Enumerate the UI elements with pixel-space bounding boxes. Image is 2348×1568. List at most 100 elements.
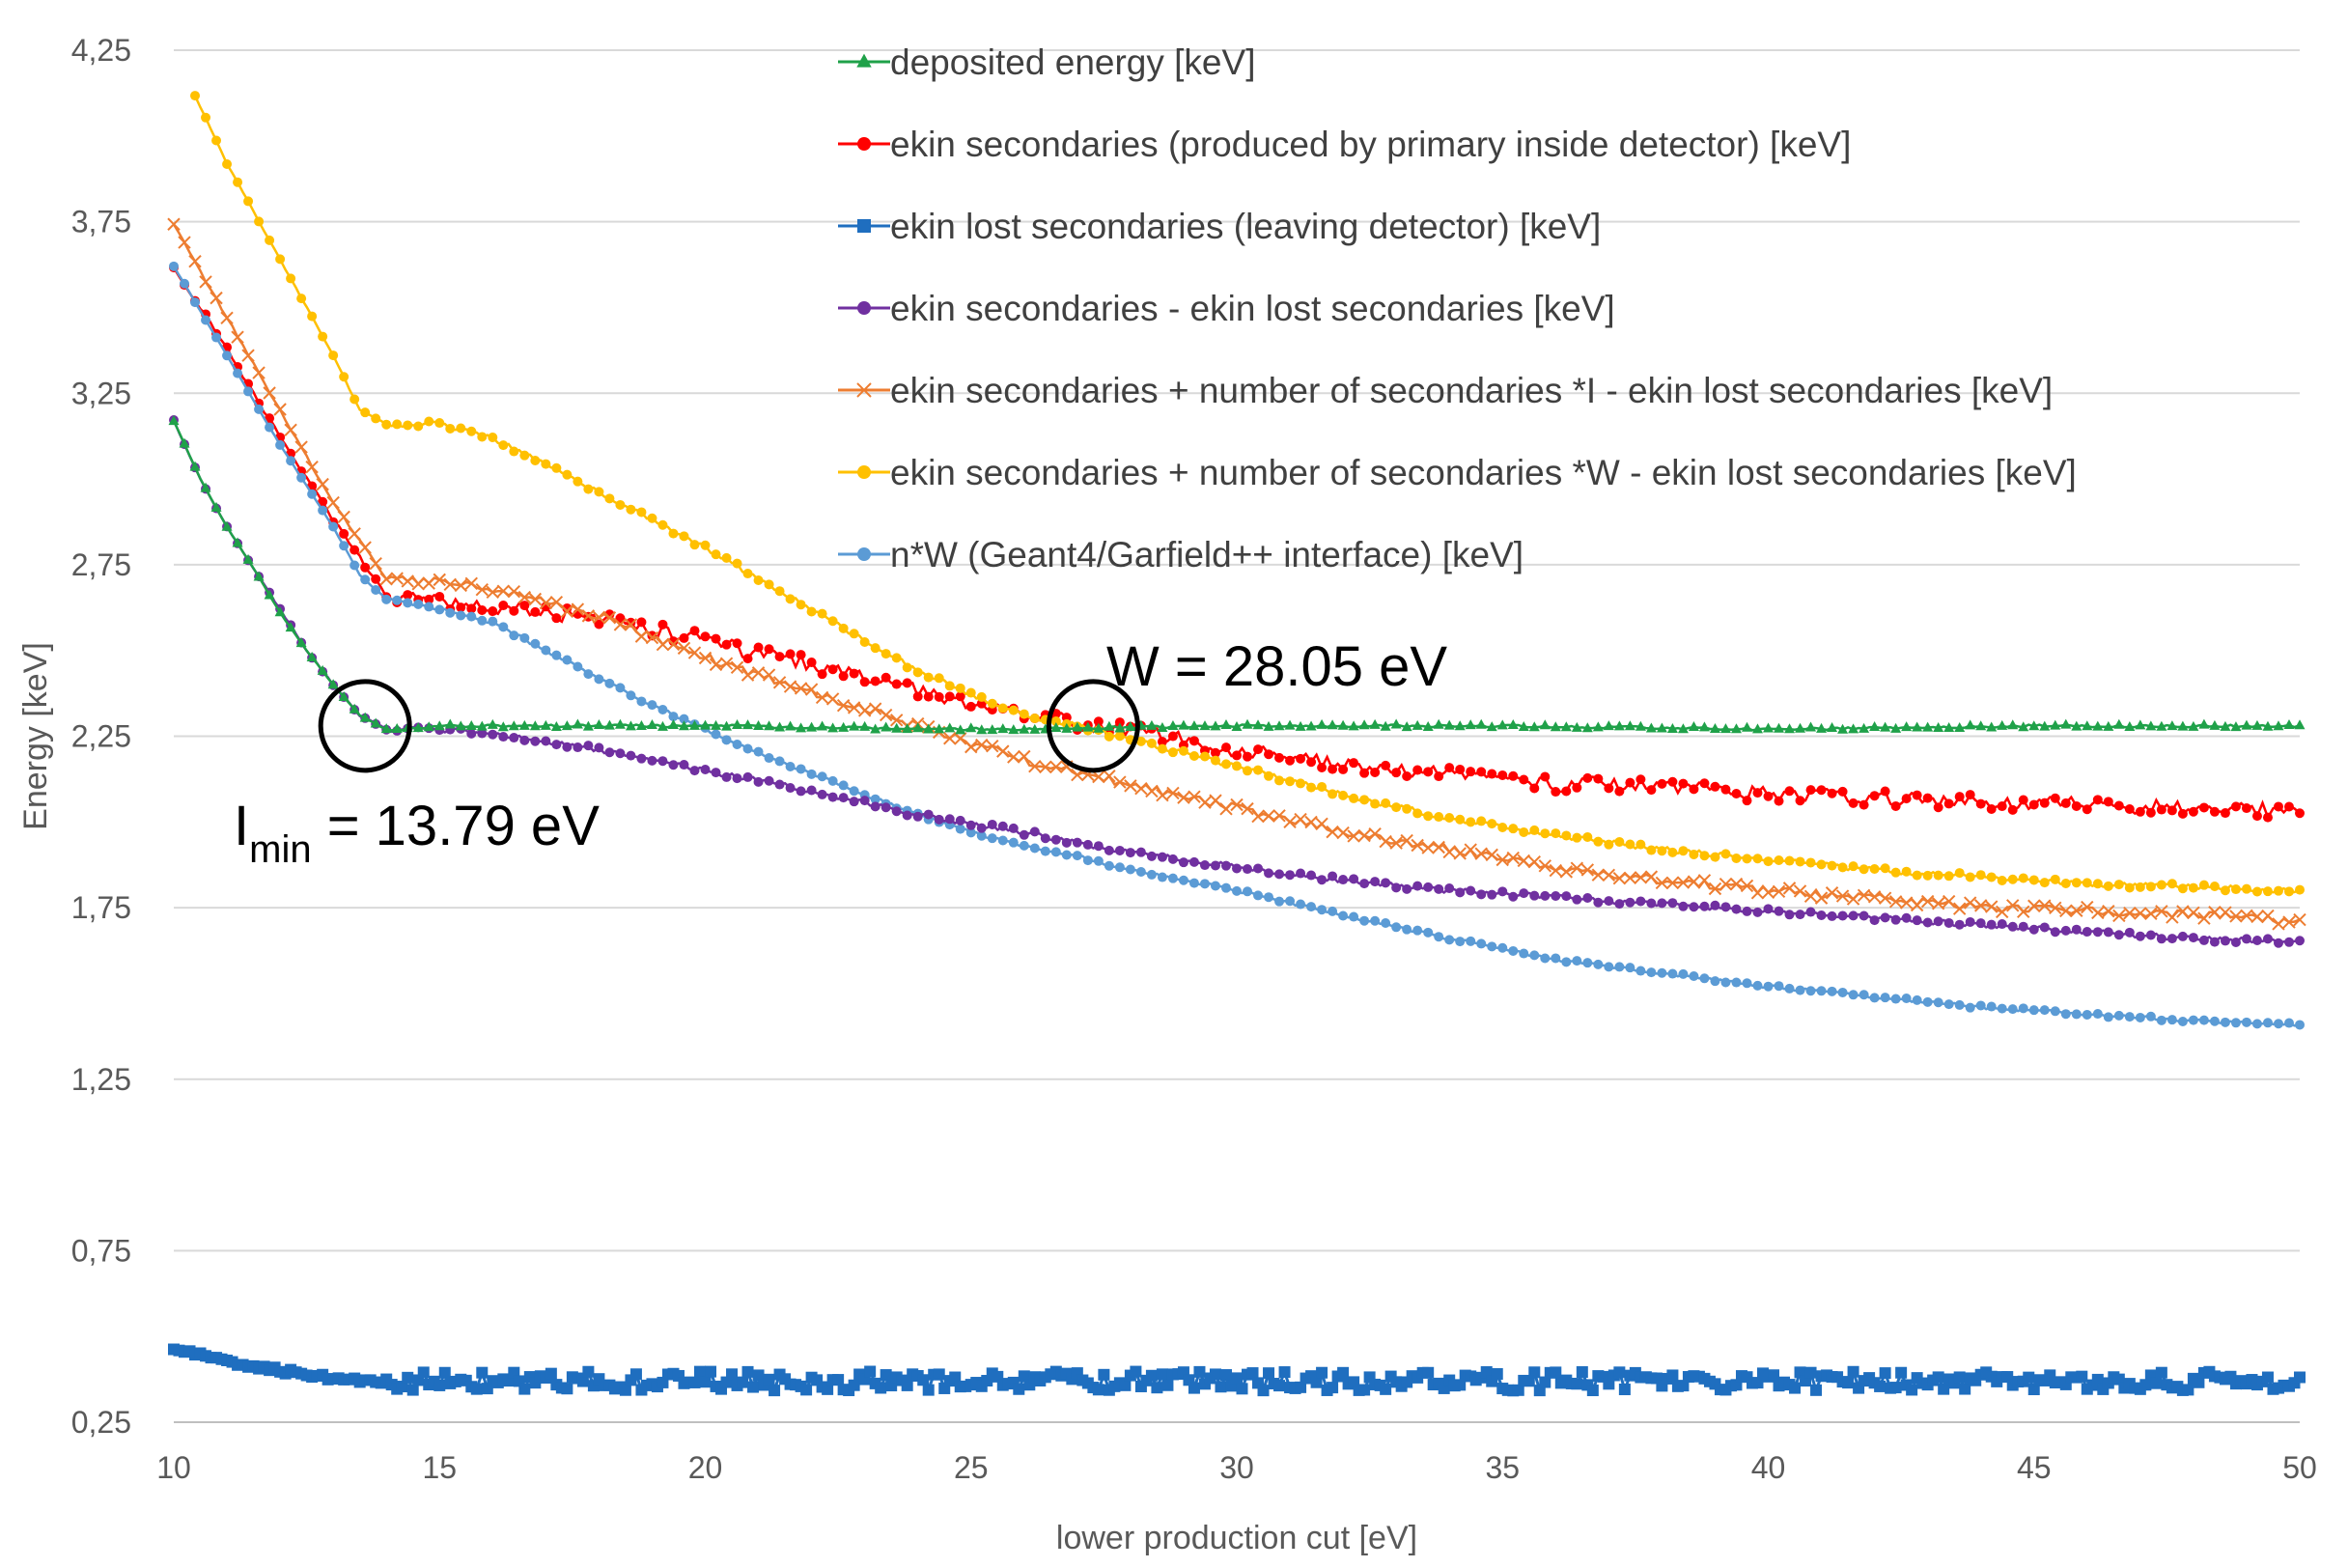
- data-point: [1412, 881, 1423, 891]
- data-point: [2209, 719, 2221, 730]
- data-point: [1220, 742, 1231, 753]
- data-point: [470, 1383, 483, 1395]
- data-point: [349, 703, 360, 714]
- data-point: [1869, 993, 1880, 1003]
- data-point: [233, 368, 243, 378]
- data-point: [987, 819, 997, 829]
- data-point: [307, 489, 318, 499]
- data-point: [943, 732, 957, 745]
- data-point: [1602, 868, 1616, 882]
- data-point: [1827, 910, 1837, 921]
- data-point: [1768, 1369, 1780, 1382]
- data-point: [1901, 866, 1912, 877]
- data-point: [1901, 721, 1913, 732]
- data-point: [1560, 721, 1572, 732]
- data-point: [626, 690, 636, 701]
- data-point: [1867, 890, 1882, 904]
- data-point: [1699, 901, 1710, 911]
- data-point: [1986, 872, 1997, 882]
- data-point: [815, 690, 829, 705]
- data-point: [827, 664, 838, 675]
- data-point: [221, 520, 233, 531]
- data-point: [305, 461, 319, 474]
- data-point: [2134, 907, 2147, 920]
- data-point: [562, 655, 573, 665]
- data-point: [1572, 782, 1582, 793]
- data-point: [1512, 1384, 1524, 1396]
- data-point: [721, 735, 732, 745]
- data-point: [1491, 1368, 1503, 1381]
- data-point: [626, 750, 636, 761]
- data-point: [2230, 884, 2241, 895]
- data-point: [1480, 1366, 1493, 1379]
- data-point: [679, 632, 689, 643]
- data-point: [2082, 1009, 2092, 1020]
- data-point: [1508, 770, 1519, 781]
- data-point: [1008, 837, 1019, 848]
- data-point: [1401, 721, 1412, 732]
- data-point: [403, 590, 413, 601]
- data-point: [1656, 722, 1667, 733]
- data-point: [2092, 1009, 2103, 1020]
- data-point: [2145, 882, 2156, 892]
- data-point: [1689, 970, 1699, 981]
- data-point: [764, 644, 774, 655]
- data-point: [1933, 997, 1943, 1008]
- data-point: [1795, 722, 1806, 733]
- data-point: [2166, 910, 2179, 924]
- data-point: [1487, 941, 1497, 952]
- data-point: [762, 668, 776, 682]
- data-point: [2007, 874, 2018, 884]
- data-point: [509, 630, 519, 641]
- data-point: [1198, 796, 1212, 809]
- data-point: [2155, 1366, 2167, 1379]
- data-point: [1274, 775, 1285, 786]
- data-point: [391, 723, 403, 734]
- data-point: [243, 386, 254, 397]
- data-point: [1698, 721, 1710, 732]
- data-point: [1857, 888, 1871, 902]
- data-point: [857, 137, 871, 151]
- data-point: [1827, 860, 1837, 871]
- data-point: [2251, 811, 2262, 822]
- data-point: [1912, 915, 1922, 926]
- data-point: [1029, 826, 1040, 837]
- data-point: [2050, 927, 2060, 938]
- data-point: [1476, 889, 1487, 900]
- data-point: [785, 720, 797, 731]
- data-point: [1890, 914, 1901, 925]
- data-point: [1942, 894, 1956, 909]
- data-point: [1816, 986, 1827, 996]
- data-point: [1359, 915, 1370, 926]
- data-point: [2150, 1377, 2163, 1389]
- data-point: [774, 586, 785, 597]
- data-point: [1443, 719, 1455, 730]
- legend: deposited energy [keV] ekin secondaries (…: [838, 42, 2077, 574]
- data-point: [1232, 885, 1242, 896]
- data-point: [2113, 880, 2124, 890]
- data-point: [211, 135, 222, 146]
- data-point: [508, 720, 519, 731]
- data-point: [1454, 1379, 1467, 1391]
- data-point: [2220, 936, 2230, 946]
- data-point: [1412, 719, 1423, 730]
- data-point: [700, 631, 711, 642]
- data-point: [422, 576, 435, 590]
- data-point: [2145, 1011, 2156, 1022]
- data-point: [498, 732, 509, 742]
- x-tick-label: 30: [1219, 1450, 1254, 1485]
- data-point: [838, 721, 850, 732]
- data-point: [1954, 999, 1965, 1010]
- data-point: [561, 1383, 573, 1395]
- data-point: [711, 768, 721, 778]
- data-point: [1454, 720, 1466, 731]
- data-point: [1310, 1376, 1323, 1388]
- data-point: [2039, 720, 2051, 731]
- data-point: [1837, 910, 1848, 921]
- data-point: [2220, 720, 2231, 731]
- data-point: [1708, 882, 1722, 896]
- data-point: [689, 626, 700, 636]
- y-tick-label: 0,25: [71, 1405, 131, 1440]
- data-point: [1093, 841, 1104, 852]
- data-point: [1804, 1366, 1817, 1379]
